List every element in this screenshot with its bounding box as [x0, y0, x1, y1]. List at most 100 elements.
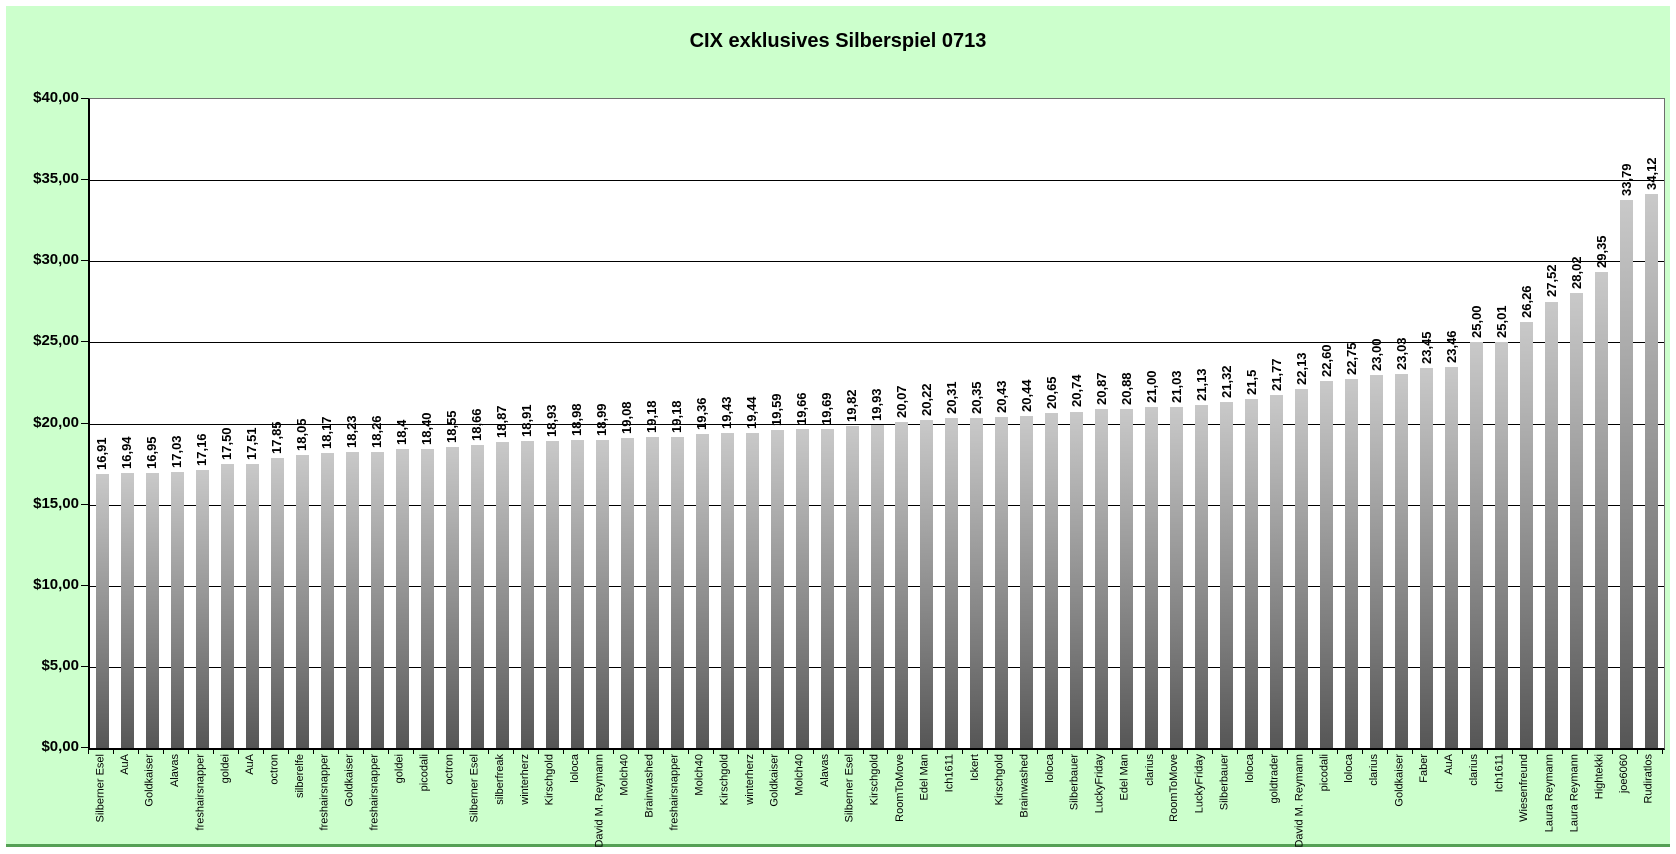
- y-axis-tick-mark: [81, 179, 88, 181]
- category-label: LuckyFriday: [1093, 754, 1106, 814]
- x-axis-tick-mark: [462, 749, 464, 754]
- bar: [870, 424, 884, 748]
- y-axis-tick-label: $20,00: [33, 413, 79, 431]
- y-axis-tick-mark: [81, 98, 88, 99]
- category-label: Ich1611: [943, 754, 956, 793]
- bar: [1395, 374, 1409, 748]
- category-label: Laura Reymann: [1568, 754, 1581, 833]
- x-axis-tick-mark: [737, 749, 739, 754]
- x-axis-tick-mark: [612, 749, 614, 754]
- category-label: clarius: [1143, 754, 1156, 786]
- y-axis-tick-label: $15,00: [33, 494, 79, 512]
- category-label: Alavas: [168, 754, 181, 788]
- category-label: joe6060: [1618, 754, 1631, 794]
- bar: [145, 473, 159, 748]
- bar: [1045, 412, 1059, 748]
- x-axis-tick-mark: [862, 749, 864, 754]
- bar: [1320, 381, 1334, 748]
- x-axis-tick-mark: [1637, 749, 1639, 754]
- x-axis-tick-mark: [1162, 749, 1164, 754]
- bar: [770, 430, 784, 748]
- bar: [1195, 405, 1209, 748]
- x-axis-tick-mark: [1287, 749, 1289, 754]
- x-axis-tick-mark: [1362, 749, 1364, 754]
- x-axis-tick-mark: [237, 749, 239, 754]
- bar: [1145, 407, 1159, 748]
- bar: [395, 449, 409, 748]
- x-axis-tick-mark: [1412, 749, 1414, 754]
- bar: [195, 469, 209, 748]
- category-label: octron: [443, 754, 456, 785]
- category-label: Kirschgold: [543, 754, 556, 806]
- y-axis-tick-label: $40,00: [33, 89, 79, 106]
- category-label: Ickert: [968, 754, 981, 781]
- x-axis-tick-mark: [512, 749, 514, 754]
- y-axis-tick-label: $10,00: [33, 575, 79, 593]
- category-label: RoomToMove: [893, 754, 906, 822]
- x-axis-tick-mark: [187, 749, 189, 754]
- category-label: Hightekki: [1593, 754, 1606, 800]
- category-label: Ich1611: [1493, 754, 1506, 793]
- category-label: goldtrader: [1268, 754, 1281, 804]
- category-label: Goldkaiser: [768, 754, 781, 807]
- x-axis-tick-mark: [1612, 749, 1614, 754]
- x-axis-tick-mark: [762, 749, 764, 754]
- x-axis-tick-mark: [637, 749, 639, 754]
- bar: [620, 438, 634, 748]
- x-axis-tick-mark: [1137, 749, 1139, 754]
- category-label: David M. Reymann: [593, 754, 606, 848]
- bar: [745, 432, 759, 748]
- axis-decorations: $40,00 $35,00 $30,00 $25,00 $20,00 $15,00 $10,…: [6, 6, 1670, 848]
- bar: [1495, 342, 1509, 748]
- bar: [1645, 194, 1658, 748]
- x-axis-tick-mark: [1187, 749, 1189, 754]
- category-label: clarius: [1368, 754, 1381, 786]
- category-label: clarius: [1468, 754, 1481, 786]
- bar: [1245, 399, 1259, 748]
- x-axis-tick-mark: [912, 749, 914, 754]
- category-label: Silberner Esel: [94, 754, 106, 823]
- x-axis-tick-mark: [387, 749, 389, 754]
- x-axis-tick-mark: [1237, 749, 1239, 754]
- y-axis-tick-label: $25,00: [33, 332, 79, 350]
- bar: [95, 473, 109, 748]
- y-axis-tick-mark: [81, 503, 88, 505]
- bar: [120, 473, 134, 748]
- bar: [545, 440, 559, 748]
- x-axis-tick-mark: [88, 749, 89, 754]
- category-label: Molch40: [693, 754, 706, 796]
- x-axis-tick-mark: [112, 749, 114, 754]
- bar: [1020, 416, 1034, 748]
- gridline: [90, 261, 1664, 263]
- bar: [695, 433, 709, 748]
- gridline: [90, 180, 1664, 182]
- x-axis-tick-mark: [987, 749, 989, 754]
- x-axis-tick-mark: [587, 749, 589, 754]
- y-axis-tick-mark: [81, 665, 88, 667]
- bar: [220, 464, 234, 748]
- x-axis-tick-mark: [1537, 749, 1539, 754]
- x-axis-tick-mark: [1437, 749, 1439, 754]
- bar: [645, 436, 659, 748]
- category-label: Faber: [1418, 754, 1431, 783]
- category-label: RoomToMove: [1168, 754, 1181, 822]
- x-axis-tick-mark: [687, 749, 689, 754]
- category-label: Molch40: [618, 754, 631, 796]
- category-label: loloca: [1243, 754, 1256, 783]
- x-axis-tick-mark: [312, 749, 314, 754]
- category-label: Rudiratlos: [1643, 754, 1656, 804]
- x-axis-tick-mark: [537, 749, 539, 754]
- x-axis-tick-mark: [662, 749, 664, 754]
- category-label: loloca: [568, 754, 581, 783]
- bar: [1095, 409, 1109, 748]
- y-axis-tick-label: $30,00: [33, 251, 79, 269]
- x-axis-tick-mark: [1112, 749, 1114, 754]
- x-axis-tick-mark: [787, 749, 789, 754]
- category-label: David M. Reymann: [1293, 754, 1306, 848]
- y-axis-tick-label: $0,00: [41, 738, 79, 755]
- bar: [1120, 409, 1134, 748]
- category-label: octron: [268, 754, 281, 785]
- category-label: winterherz: [743, 754, 756, 805]
- x-axis-tick-mark: [262, 749, 264, 754]
